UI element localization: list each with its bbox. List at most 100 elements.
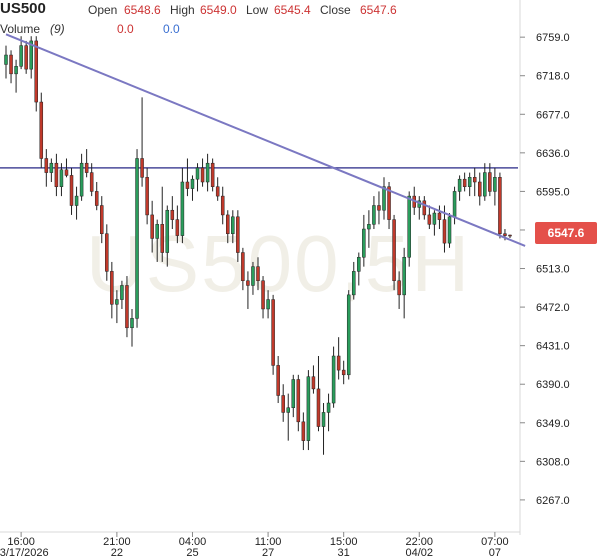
- candle-body: [407, 195, 411, 258]
- y-tick-label: 6431.0: [536, 341, 570, 353]
- candle-body: [246, 280, 250, 286]
- close-label: Close: [320, 3, 351, 17]
- candle-body: [195, 167, 200, 180]
- x-tick-time: 15:00: [330, 536, 358, 548]
- y-tick-label: 6267.0: [536, 495, 570, 507]
- candle-body: [180, 181, 185, 236]
- x-tick-date: 25: [186, 547, 198, 558]
- volume-period: (9): [50, 22, 65, 36]
- candle-body: [39, 101, 44, 159]
- candle-body: [84, 162, 89, 173]
- open-value: 6548.6: [124, 3, 161, 17]
- x-tick-date: 03/17/2026: [0, 547, 49, 558]
- candle-body: [4, 54, 8, 65]
- candle-body: [382, 186, 386, 211]
- candle-body: [321, 412, 326, 427]
- y-tick-label: 6349.0: [536, 418, 570, 430]
- candle-body: [296, 379, 301, 423]
- candle-body: [472, 177, 477, 183]
- candle-body: [79, 162, 84, 197]
- candle-body: [437, 212, 442, 220]
- candle-body: [316, 388, 321, 427]
- candle-body: [120, 285, 124, 300]
- candle-body: [447, 216, 452, 244]
- volume-value-1: 0.0: [117, 22, 134, 36]
- candle-body: [185, 181, 190, 189]
- candle-body: [94, 191, 99, 206]
- candle-body: [467, 177, 472, 187]
- volume-value-2: 0.0: [163, 22, 180, 36]
- x-tick-time: 21:00: [103, 536, 131, 548]
- low-label: Low: [246, 3, 269, 17]
- candle-body: [29, 40, 33, 70]
- candle-body: [301, 421, 306, 441]
- candle-body: [402, 256, 406, 296]
- y-tick-label: 6595.0: [536, 186, 570, 198]
- candle-body: [210, 162, 215, 187]
- candle-body: [19, 45, 23, 67]
- candle-body: [336, 355, 341, 371]
- candle-body: [478, 181, 482, 197]
- candle-body: [14, 66, 18, 75]
- candle-body: [140, 158, 144, 178]
- candle-body: [362, 228, 366, 258]
- candle-body: [306, 376, 311, 441]
- candle-body: [341, 369, 346, 376]
- candle-body: [508, 234, 512, 237]
- candle-body: [175, 219, 180, 236]
- x-tick-date: 22: [111, 547, 123, 558]
- x-tick-time: 04:00: [179, 536, 207, 548]
- candle-body: [64, 169, 69, 176]
- candle-body: [271, 299, 275, 366]
- candle-body: [125, 285, 129, 329]
- candle-body: [276, 365, 280, 396]
- x-tick-date: 31: [338, 547, 350, 558]
- candle-body: [346, 294, 351, 376]
- y-tick-label: 6636.0: [536, 148, 570, 160]
- candle-body: [357, 256, 361, 272]
- candle-body: [483, 172, 487, 197]
- y-tick-label: 6472.0: [536, 302, 570, 314]
- candle-body: [352, 271, 356, 296]
- candle-body: [261, 280, 265, 310]
- candle-body: [442, 219, 447, 244]
- candle-body: [251, 266, 255, 286]
- candle-body: [236, 216, 240, 253]
- candle-body: [422, 200, 427, 216]
- candle-body: [432, 212, 437, 225]
- candle-body: [74, 195, 79, 206]
- candle-body: [170, 209, 175, 220]
- candle-body: [286, 407, 290, 413]
- candle-body: [49, 162, 54, 173]
- candle-body: [24, 45, 28, 70]
- y-tick-label: 6677.0: [536, 109, 570, 121]
- candle-body: [367, 224, 371, 230]
- candle-body: [387, 186, 391, 220]
- candle-body: [488, 172, 492, 192]
- candle-body: [9, 54, 13, 75]
- candle-body: [100, 205, 104, 234]
- x-tick-time: 07:00: [481, 536, 509, 548]
- x-tick-date: 27: [262, 547, 274, 558]
- candle-body: [493, 177, 497, 192]
- y-tick-label: 6390.0: [536, 379, 570, 391]
- candle-body: [503, 233, 507, 236]
- candle-body: [231, 216, 235, 234]
- candle-body: [452, 191, 457, 218]
- y-tick-label: 6718.0: [536, 71, 570, 83]
- low-value: 6545.4: [274, 3, 311, 17]
- high-value: 6549.0: [200, 3, 237, 17]
- candle-body: [256, 266, 260, 282]
- candle-body: [130, 318, 134, 329]
- candle-body: [291, 379, 296, 408]
- candle-body: [59, 169, 64, 187]
- candle-body: [311, 376, 316, 390]
- x-tick-time: 11:00: [255, 536, 282, 548]
- open-label: Open: [88, 3, 118, 17]
- candle-body: [110, 271, 114, 305]
- candle-body: [457, 178, 462, 192]
- symbol-label: US500: [0, 0, 46, 17]
- y-tick-label: 6308.0: [536, 456, 570, 468]
- candle-body: [392, 219, 396, 282]
